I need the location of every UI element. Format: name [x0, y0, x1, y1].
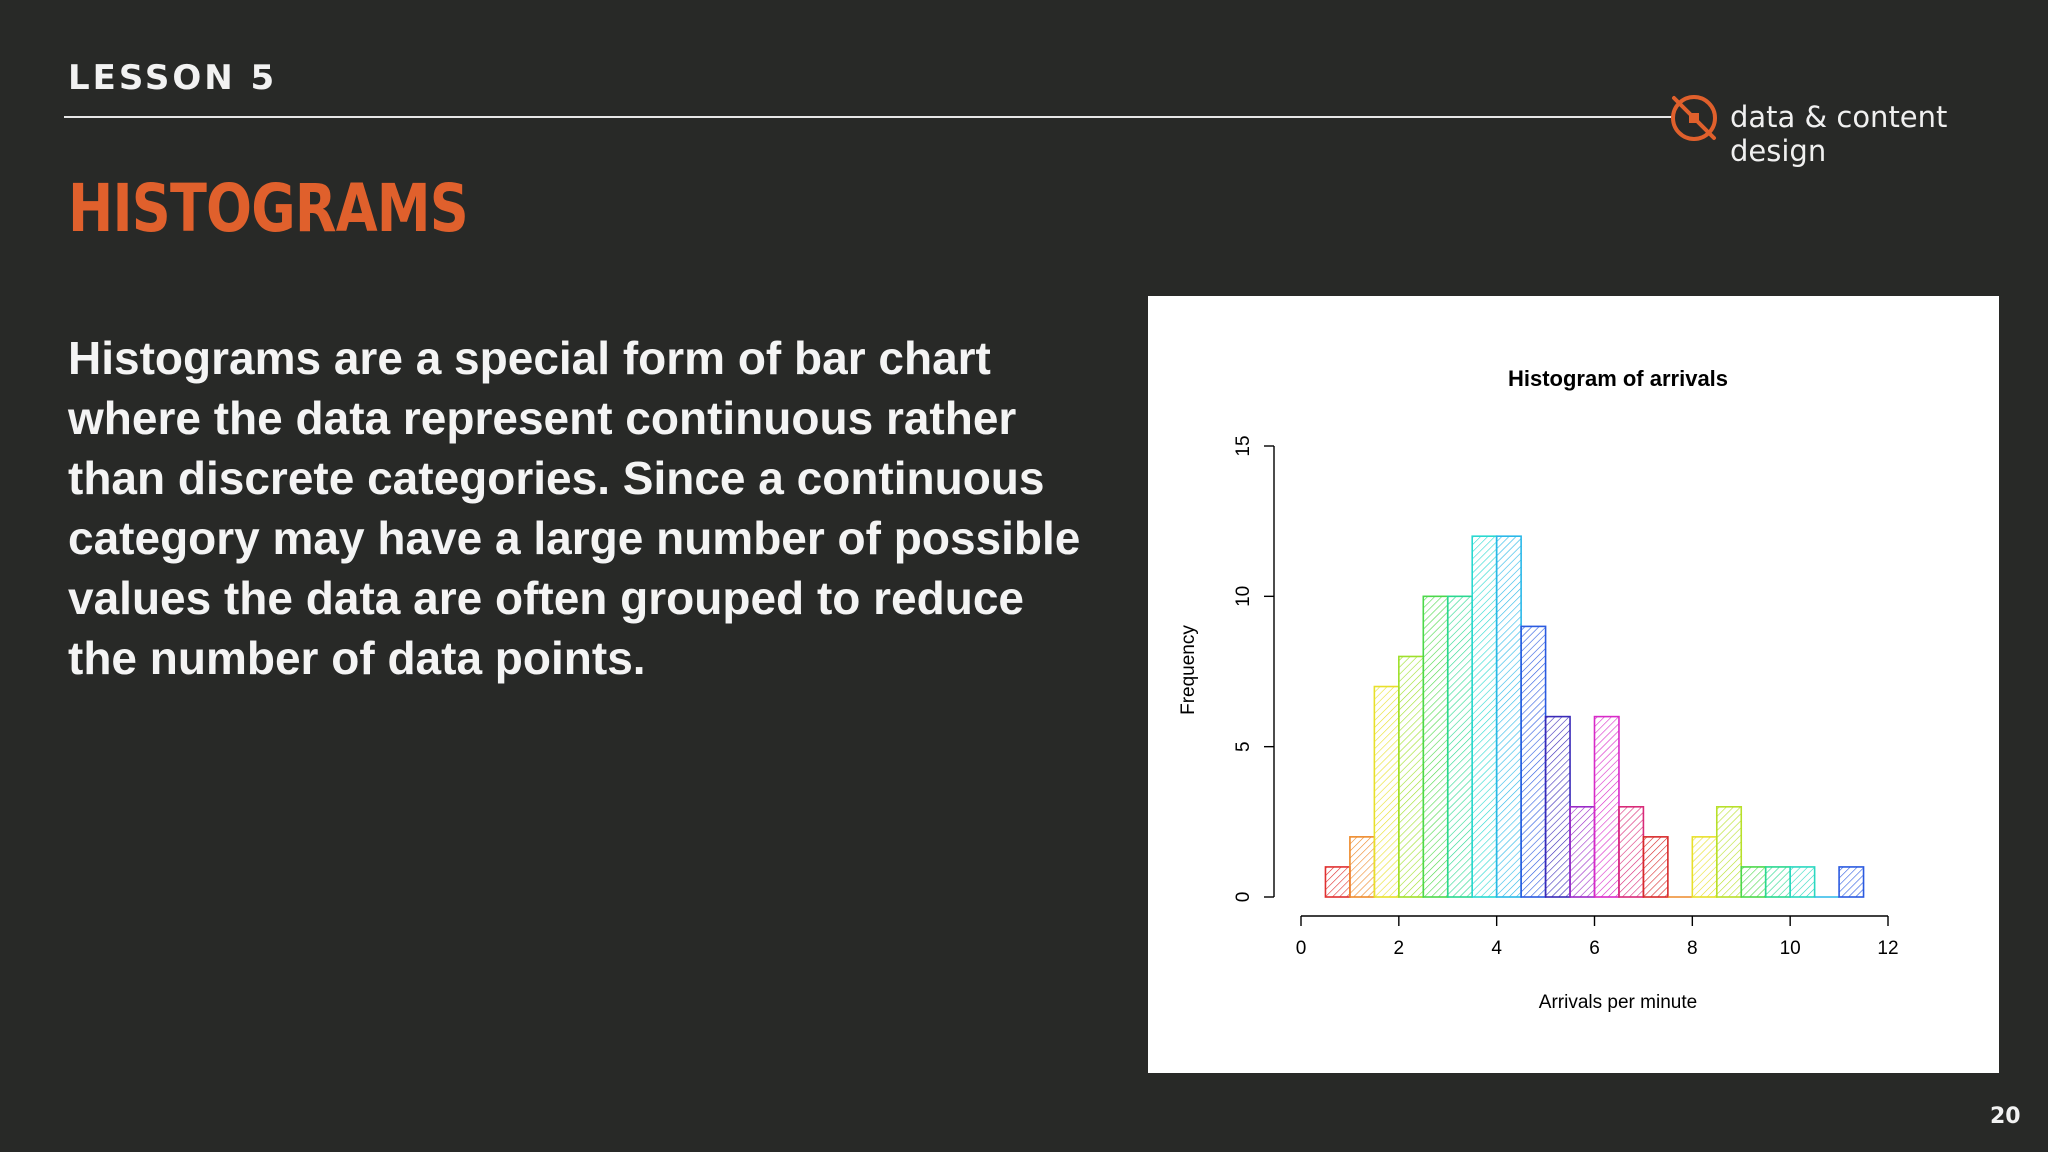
page-number: 20 [1990, 1104, 2021, 1129]
histogram-bar [1838, 866, 1865, 898]
histogram-bar [1446, 595, 1474, 898]
slide-title: HISTOGRAMS [68, 170, 469, 247]
x-tick-label: 10 [1780, 938, 1801, 959]
histogram-bar [1520, 625, 1547, 898]
histogram-bar [1789, 866, 1816, 898]
x-tick-label: 0 [1296, 938, 1307, 959]
x-tick-label: 8 [1687, 938, 1698, 959]
histogram-bar [1642, 836, 1669, 898]
histogram-bar [1618, 805, 1645, 898]
histogram-bar [1715, 805, 1743, 898]
y-tick-label: 10 [1233, 586, 1254, 607]
x-tick-label: 12 [1877, 938, 1898, 959]
histogram-bar [1398, 655, 1425, 898]
header-divider [64, 116, 1672, 118]
histogram-bar [1569, 805, 1596, 898]
x-axis-label: Arrivals per minute [1539, 992, 1697, 1013]
histogram-bar [1373, 685, 1400, 898]
x-tick-label: 6 [1589, 938, 1600, 959]
histogram-bar [1422, 595, 1449, 898]
histogram-bar [1349, 836, 1376, 898]
y-tick-label: 0 [1233, 892, 1254, 903]
histogram-bar [1471, 535, 1498, 898]
histogram-chart: Histogram of arrivals Arrivals per minut… [1178, 366, 1899, 1013]
slide-body: Histograms are a special form of bar cha… [68, 332, 1081, 684]
histogram-bar [1495, 535, 1522, 898]
histogram-bar [1691, 836, 1718, 898]
histogram-bar [1544, 715, 1571, 898]
x-tick-label: 4 [1491, 938, 1502, 959]
histogram-bar [1764, 866, 1791, 898]
brand-name: data & content design [1730, 100, 1948, 168]
brand-logo-icon [1671, 95, 1717, 141]
y-axis-label: Frequency [1178, 625, 1199, 715]
y-tick-label: 5 [1233, 741, 1254, 752]
lesson-label: LESSON 5 [68, 58, 278, 98]
histogram-bar [1593, 715, 1620, 898]
y-tick-label: 15 [1233, 435, 1254, 456]
histogram-bar [1324, 866, 1351, 898]
x-tick-label: 2 [1394, 938, 1405, 959]
histogram-panel: Histogram of arrivals Arrivals per minut… [1148, 296, 1999, 1073]
chart-title: Histogram of arrivals [1508, 366, 1728, 391]
histogram-bar [1740, 866, 1767, 898]
